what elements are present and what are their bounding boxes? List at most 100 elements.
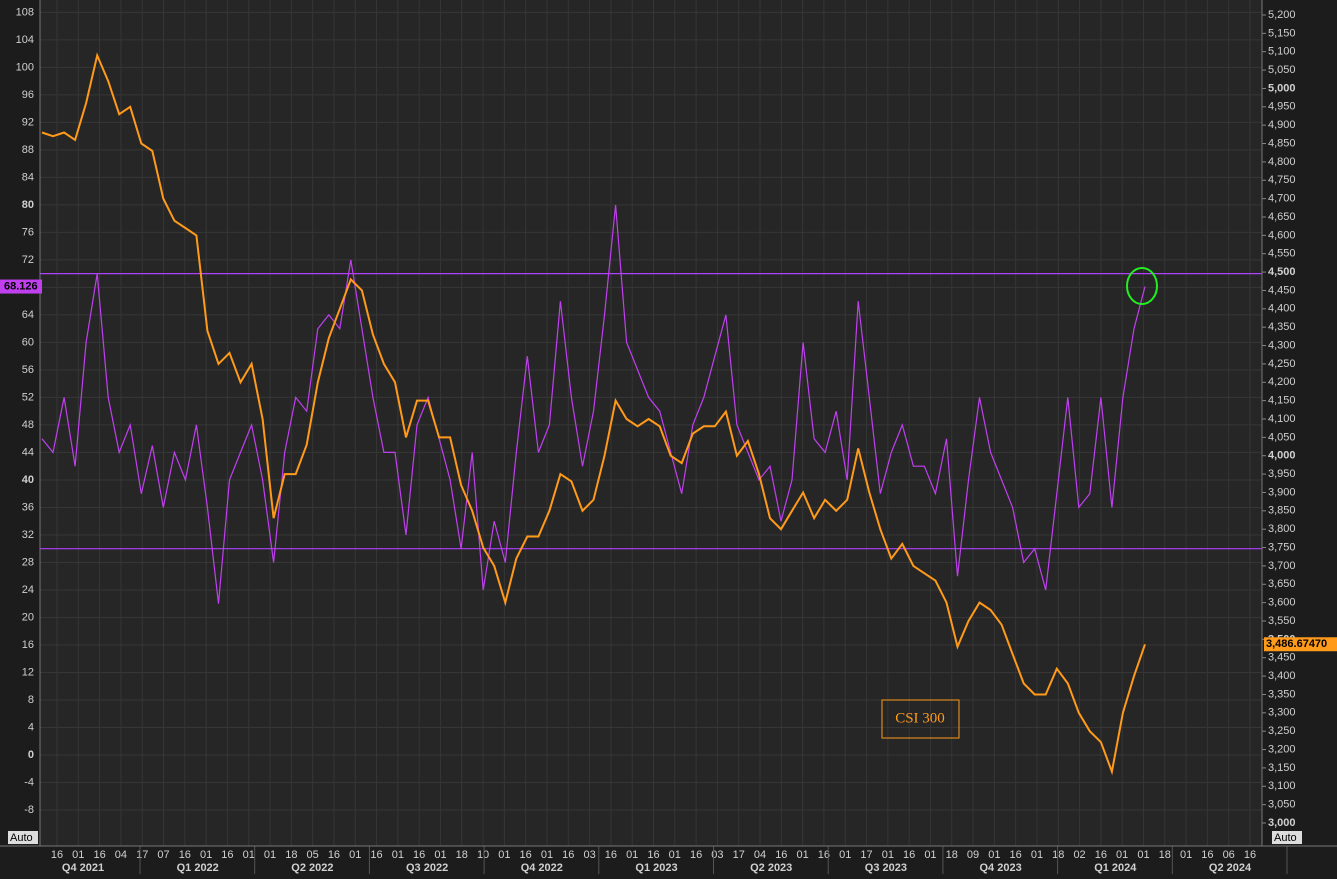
series-line bbox=[41, 52, 1146, 776]
y2-tick-label: 4,600 bbox=[1268, 229, 1296, 241]
x-tick-label: 18 bbox=[1052, 849, 1064, 861]
y-tick-label: 56 bbox=[22, 364, 34, 376]
quarter-label: Q2 2023 bbox=[750, 862, 792, 874]
x-tick-label: 01 bbox=[1180, 849, 1192, 861]
x-tick-label: 01 bbox=[924, 849, 936, 861]
y-tick-label: 92 bbox=[22, 116, 34, 128]
x-tick-label: 01 bbox=[541, 849, 553, 861]
y-tick-label: 16 bbox=[22, 639, 34, 651]
y2-tick-label: 3,450 bbox=[1268, 652, 1296, 664]
y2-tick-label: 4,550 bbox=[1268, 248, 1296, 260]
x-tick-label: 07 bbox=[157, 849, 169, 861]
y-tick-label: 88 bbox=[22, 144, 34, 156]
series-line bbox=[41, 204, 1146, 604]
y2-tick-label: 4,150 bbox=[1268, 395, 1296, 407]
quarter-label: Q4 2021 bbox=[62, 862, 104, 874]
x-tick-label: 16 bbox=[1244, 849, 1256, 861]
y-tick-label: 72 bbox=[22, 254, 34, 266]
x-tick-label: 17 bbox=[136, 849, 148, 861]
y-tick-label: 100 bbox=[16, 61, 34, 73]
y2-tick-label: 4,400 bbox=[1268, 303, 1296, 315]
quarter-label: Q3 2022 bbox=[406, 862, 448, 874]
x-tick-label: 18 bbox=[1159, 849, 1171, 861]
x-tick-label: 16 bbox=[328, 849, 340, 861]
quarter-label: Q4 2023 bbox=[979, 862, 1021, 874]
y-tick-label: 80 bbox=[22, 199, 34, 211]
x-tick-label: 16 bbox=[51, 849, 63, 861]
y-tick-label: 20 bbox=[22, 611, 34, 623]
y2-tick-label: 3,750 bbox=[1268, 541, 1296, 553]
x-tick-label: 04 bbox=[754, 849, 766, 861]
y2-tick-label: 4,100 bbox=[1268, 413, 1296, 425]
y-tick-label: 36 bbox=[22, 501, 34, 513]
y-tick-label: 28 bbox=[22, 556, 34, 568]
auto-label: Auto bbox=[1274, 832, 1297, 844]
x-tick-label: 16 bbox=[562, 849, 574, 861]
y2-tick-label: 4,250 bbox=[1268, 358, 1296, 370]
y-tick-label: 24 bbox=[22, 584, 34, 596]
x-tick-label: 16 bbox=[1095, 849, 1107, 861]
x-tick-label: 01 bbox=[669, 849, 681, 861]
y2-tick-label: 4,300 bbox=[1268, 339, 1296, 351]
x-tick-label: 10 bbox=[477, 849, 489, 861]
y2-tick-label: 4,800 bbox=[1268, 156, 1296, 168]
x-tick-label: 16 bbox=[818, 849, 830, 861]
y2-tick-label: 5,000 bbox=[1268, 82, 1296, 94]
y-tick-label: 48 bbox=[22, 419, 34, 431]
y2-tick-label: 4,700 bbox=[1268, 193, 1296, 205]
y2-tick-label: 4,450 bbox=[1268, 284, 1296, 296]
y2-tick-label: 4,500 bbox=[1268, 266, 1296, 278]
y2-tick-label: 4,950 bbox=[1268, 101, 1296, 113]
y2-tick-label: 5,050 bbox=[1268, 64, 1296, 76]
quarter-label: Q2 2024 bbox=[1209, 862, 1252, 874]
y-tick-label: 44 bbox=[22, 446, 34, 458]
y2-tick-label: 4,200 bbox=[1268, 376, 1296, 388]
y2-tick-label: 3,400 bbox=[1268, 670, 1296, 682]
x-tick-label: 01 bbox=[882, 849, 894, 861]
quarter-label: Q2 2022 bbox=[291, 862, 333, 874]
x-tick-label: 01 bbox=[1137, 849, 1149, 861]
y2-tick-label: 4,000 bbox=[1268, 450, 1296, 462]
x-tick-label: 16 bbox=[221, 849, 233, 861]
x-tick-label: 16 bbox=[179, 849, 191, 861]
quarter-label: Q3 2023 bbox=[865, 862, 907, 874]
auto-label: Auto bbox=[10, 832, 33, 844]
x-tick-label: 16 bbox=[775, 849, 787, 861]
x-tick-label: 16 bbox=[413, 849, 425, 861]
y-tick-label: 52 bbox=[22, 391, 34, 403]
x-tick-label: 16 bbox=[1201, 849, 1213, 861]
x-tick-label: 01 bbox=[200, 849, 212, 861]
y2-tick-label: 3,150 bbox=[1268, 762, 1296, 774]
x-tick-label: 16 bbox=[690, 849, 702, 861]
y2-tick-label: 5,100 bbox=[1268, 46, 1296, 58]
y-tick-label: 84 bbox=[22, 171, 34, 183]
y2-tick-label: 4,850 bbox=[1268, 137, 1296, 149]
x-tick-label: 01 bbox=[1031, 849, 1043, 861]
last-value-box bbox=[0, 279, 42, 294]
x-tick-label: 03 bbox=[583, 849, 595, 861]
auto-button bbox=[1272, 831, 1302, 844]
y-tick-label: 8 bbox=[28, 694, 34, 706]
y-tick-label: 104 bbox=[16, 34, 34, 46]
y2-tick-label: 3,650 bbox=[1268, 578, 1296, 590]
y-tick-label: 96 bbox=[22, 89, 34, 101]
y2-tick-label: 4,650 bbox=[1268, 211, 1296, 223]
quarter-label: Q1 2023 bbox=[635, 862, 677, 874]
y2-tick-label: 4,050 bbox=[1268, 431, 1296, 443]
y2-tick-label: 3,050 bbox=[1268, 799, 1296, 811]
x-tick-label: 03 bbox=[711, 849, 723, 861]
y-tick-label: 40 bbox=[22, 474, 34, 486]
y-tick-label: 76 bbox=[22, 226, 34, 238]
y2-tick-label: 5,150 bbox=[1268, 27, 1296, 39]
y2-tick-label: 3,200 bbox=[1268, 743, 1296, 755]
x-tick-label: 01 bbox=[498, 849, 510, 861]
y-tick-label: -4 bbox=[24, 776, 34, 788]
y-tick-label: -8 bbox=[24, 804, 34, 816]
x-tick-label: 18 bbox=[456, 849, 468, 861]
y-tick-label: 12 bbox=[22, 666, 34, 678]
y2-tick-label: 3,600 bbox=[1268, 597, 1296, 609]
y-tick-label: 4 bbox=[28, 721, 34, 733]
x-tick-label: 01 bbox=[264, 849, 276, 861]
